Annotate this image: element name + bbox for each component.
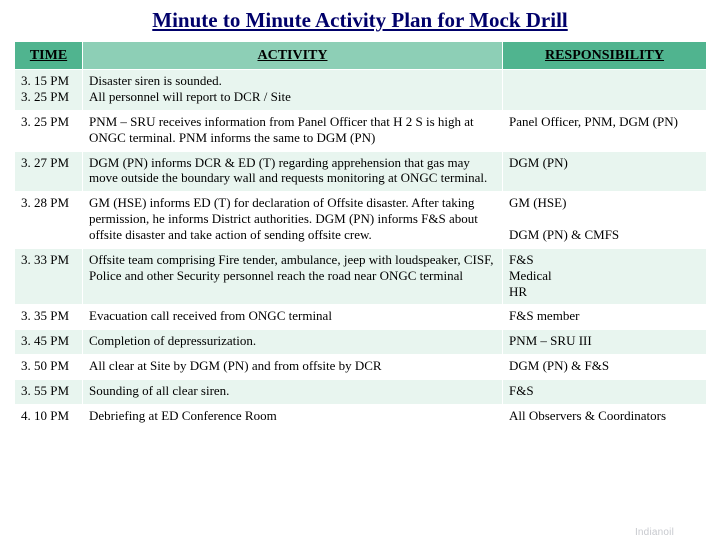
table-body: 3. 15 PM3. 25 PMDisaster siren is sounde… <box>15 70 707 430</box>
cell-responsibility: DGM (PN) <box>503 151 707 192</box>
col-header-time: TIME <box>15 42 83 70</box>
table-row: 3. 33 PMOffsite team comprising Fire ten… <box>15 248 707 305</box>
table-row: 4. 10 PMDebriefing at ED Conference Room… <box>15 404 707 429</box>
col-header-responsibility: RESPONSIBILITY <box>503 42 707 70</box>
table-row: 3. 50 PMAll clear at Site by DGM (PN) an… <box>15 355 707 380</box>
cell-responsibility: PNM – SRU III <box>503 330 707 355</box>
activity-plan-table: TIME ACTIVITY RESPONSIBILITY 3. 15 PM3. … <box>14 41 707 430</box>
cell-activity: Sounding of all clear siren. <box>83 379 503 404</box>
cell-activity: All clear at Site by DGM (PN) and from o… <box>83 355 503 380</box>
table-row: 3. 35 PMEvacuation call received from ON… <box>15 305 707 330</box>
cell-responsibility: All Observers & Coordinators <box>503 404 707 429</box>
cell-responsibility: GM (HSE)DGM (PN) & CMFS <box>503 192 707 249</box>
table-row: 3. 55 PMSounding of all clear siren.F&S <box>15 379 707 404</box>
cell-time: 4. 10 PM <box>15 404 83 429</box>
cell-activity: Completion of depressurization. <box>83 330 503 355</box>
cell-time: 3. 28 PM <box>15 192 83 249</box>
cell-time: 3. 27 PM <box>15 151 83 192</box>
cell-activity: Debriefing at ED Conference Room <box>83 404 503 429</box>
cell-activity: Disaster siren is sounded.All personnel … <box>83 70 503 111</box>
cell-responsibility: F&S member <box>503 305 707 330</box>
cell-responsibility: F&SMedicalHR <box>503 248 707 305</box>
cell-time: 3. 33 PM <box>15 248 83 305</box>
cell-time: 3. 55 PM <box>15 379 83 404</box>
table-row: 3. 27 PMDGM (PN) informs DCR & ED (T) re… <box>15 151 707 192</box>
cell-activity: DGM (PN) informs DCR & ED (T) regarding … <box>83 151 503 192</box>
cell-activity: GM (HSE) informs ED (T) for declaration … <box>83 192 503 249</box>
cell-responsibility: DGM (PN) & F&S <box>503 355 707 380</box>
table-row: 3. 28 PMGM (HSE) informs ED (T) for decl… <box>15 192 707 249</box>
cell-activity: PNM – SRU receives information from Pane… <box>83 110 503 151</box>
cell-time: 3. 45 PM <box>15 330 83 355</box>
page-title: Minute to Minute Activity Plan for Mock … <box>14 8 706 33</box>
cell-time: 3. 15 PM3. 25 PM <box>15 70 83 111</box>
cell-responsibility <box>503 70 707 111</box>
page-root: Minute to Minute Activity Plan for Mock … <box>0 0 720 540</box>
cell-time: 3. 50 PM <box>15 355 83 380</box>
table-row: 3. 15 PM3. 25 PMDisaster siren is sounde… <box>15 70 707 111</box>
table-header-row: TIME ACTIVITY RESPONSIBILITY <box>15 42 707 70</box>
col-header-activity: ACTIVITY <box>83 42 503 70</box>
cell-activity: Evacuation call received from ONGC termi… <box>83 305 503 330</box>
table-row: 3. 45 PMCompletion of depressurization.P… <box>15 330 707 355</box>
cell-responsibility: F&S <box>503 379 707 404</box>
footer-watermark: Indianoil <box>635 527 674 538</box>
cell-time: 3. 35 PM <box>15 305 83 330</box>
cell-activity: Offsite team comprising Fire tender, amb… <box>83 248 503 305</box>
cell-time: 3. 25 PM <box>15 110 83 151</box>
table-row: 3. 25 PMPNM – SRU receives information f… <box>15 110 707 151</box>
cell-responsibility: Panel Officer, PNM, DGM (PN) <box>503 110 707 151</box>
